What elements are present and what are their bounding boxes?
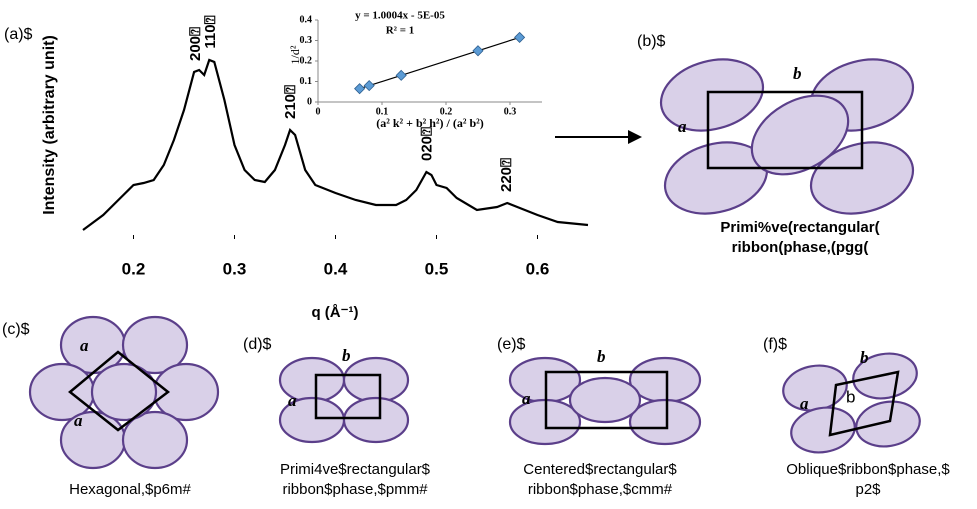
y-tick-label: 0.3 — [300, 35, 313, 46]
y-tick-label: 0.4 — [300, 14, 313, 25]
figure: (b)$ b a Primi%ve(rectangular( ribbon(ph… — [0, 0, 977, 509]
x-tick-label: 0.2 — [122, 259, 146, 278]
axis-letter: a — [800, 394, 809, 413]
lattice-c — [30, 317, 218, 468]
y-tick-label: 0.1 — [300, 76, 313, 87]
caption: Centered$rectangular$ — [523, 461, 677, 478]
axis-letter: a — [80, 336, 89, 355]
panel-label: (c)$ — [2, 321, 30, 338]
peak-label: 110⍰ — [202, 15, 219, 48]
caption: Primi4ve$rectangular$ — [280, 461, 431, 478]
x-axis-label: q (Å⁻¹) — [311, 304, 358, 321]
axis-letter: a — [678, 117, 687, 136]
lattice-b — [653, 49, 921, 225]
x-tick-label: 0.1 — [376, 106, 389, 117]
axis-letter: b — [597, 347, 606, 366]
panel-label: (d)$ — [243, 336, 272, 353]
r-squared: R² = 1 — [386, 25, 415, 37]
axis-letter: a — [74, 411, 83, 430]
caption: ribbon(phase,(pgg( — [732, 239, 869, 256]
axis-letter: a — [288, 391, 297, 410]
peak-label: 210⍰ — [282, 85, 299, 119]
y-axis-label: Intensity (arbitrary unit) — [41, 35, 58, 215]
caption: Hexagonal,$p6m# — [69, 481, 191, 498]
x-tick-label: 0.5 — [425, 259, 449, 278]
arrow-head — [628, 130, 642, 144]
data-point — [355, 84, 365, 94]
data-point — [364, 81, 374, 91]
x-tick-label: 0.4 — [324, 259, 348, 278]
axis-letter: b — [860, 348, 869, 367]
y-tick-label: 0.2 — [300, 55, 313, 66]
y-tick-label: 0 — [307, 96, 312, 107]
equation: y = 1.0004x - 5E-05 — [355, 10, 445, 22]
panel-label: (a)$ — [4, 26, 33, 43]
panel-label: (b)$ — [637, 33, 666, 50]
axis-letter: b — [342, 346, 351, 365]
lattice-e — [510, 358, 700, 444]
x-tick-label: 0.3 — [504, 106, 517, 117]
trendline — [360, 37, 520, 88]
intensity-line — [83, 60, 588, 230]
caption: ribbon$phase,$cmm# — [528, 481, 673, 498]
peak-label: 020⍰ — [418, 127, 435, 161]
peak-label: 220⍰ — [498, 158, 515, 192]
axis-letter: a — [522, 389, 531, 408]
x-tick-label: 0.6 — [526, 259, 550, 278]
axis-letter: b — [846, 387, 855, 406]
lattice-d — [280, 358, 408, 442]
axis-letter: b — [793, 64, 802, 83]
x-tick-label: 0 — [316, 106, 321, 117]
x-tick-label: 0.2 — [440, 106, 453, 117]
panel-label: (f)$ — [763, 336, 787, 353]
data-point — [473, 46, 483, 56]
caption: p2$ — [855, 481, 881, 498]
x-tick-label: 0.3 — [223, 259, 247, 278]
data-point — [515, 32, 525, 42]
caption: ribbon$phase,$pmm# — [282, 481, 428, 498]
caption: Oblique$ribbon$phase,$ — [786, 461, 950, 478]
caption: Primi%ve(rectangular( — [720, 219, 879, 236]
data-point — [396, 70, 406, 80]
panel-label: (e)$ — [497, 336, 526, 353]
